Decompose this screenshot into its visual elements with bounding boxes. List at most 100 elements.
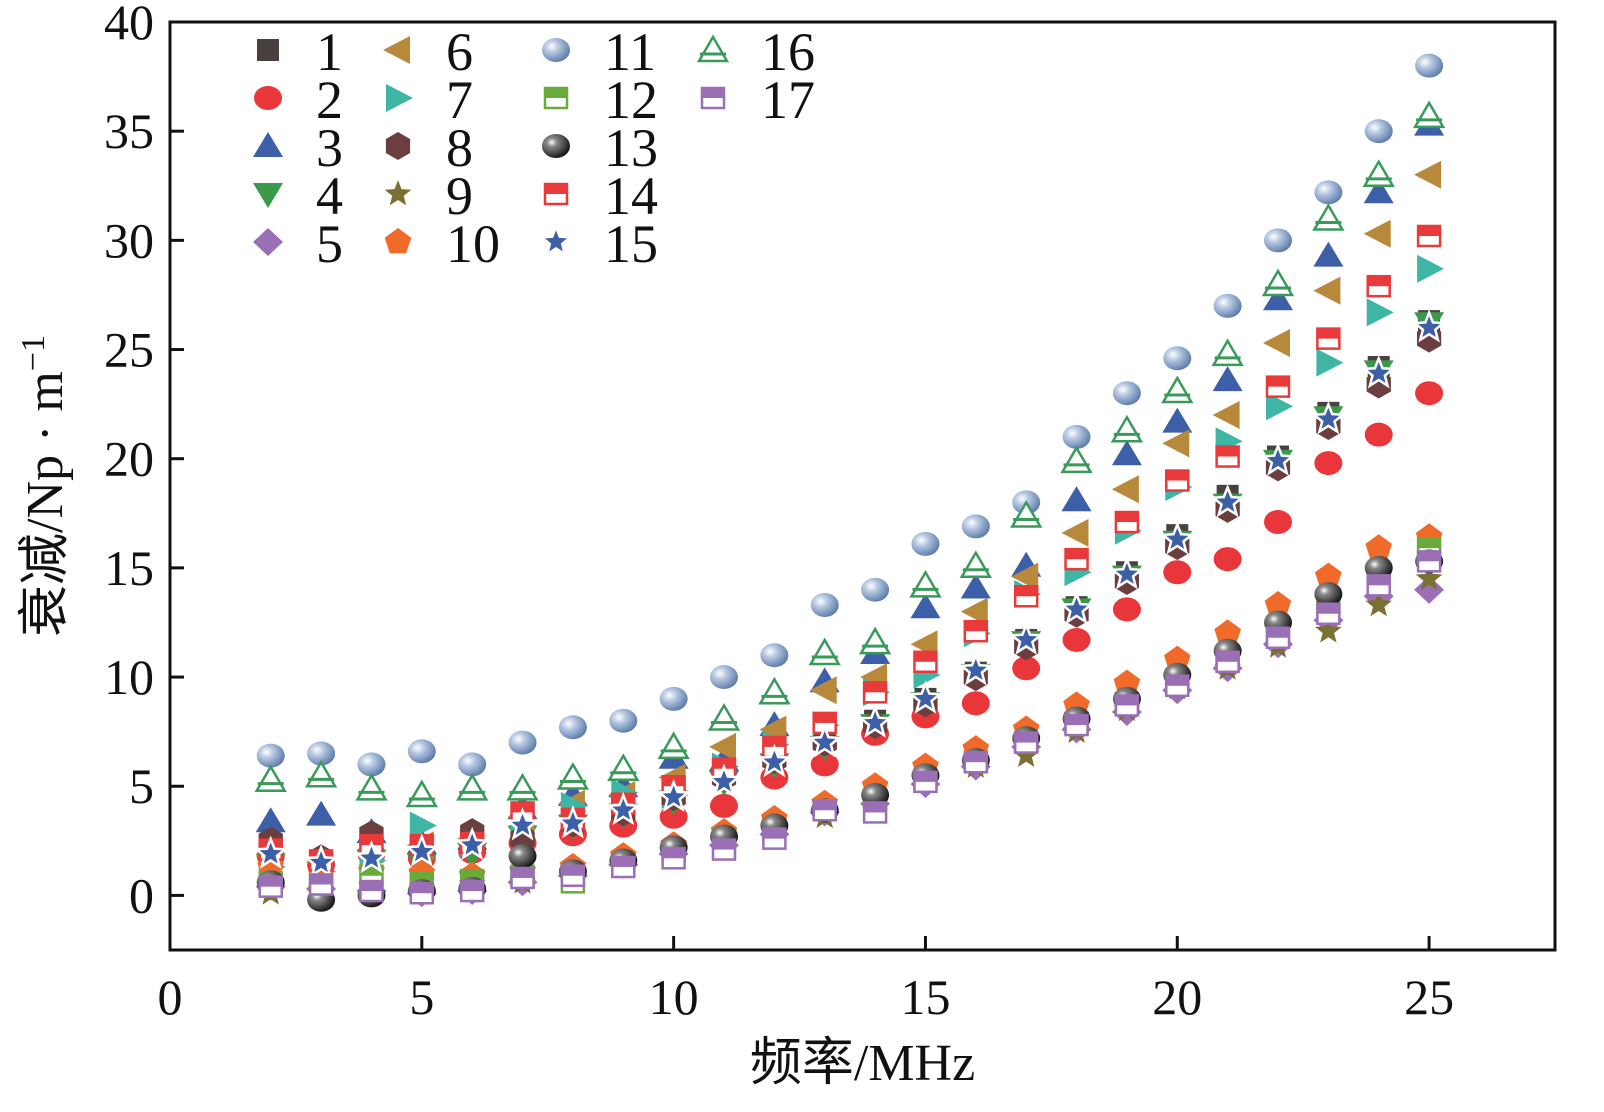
data-point (1013, 731, 1039, 754)
data-point (1162, 407, 1193, 433)
data-point (458, 752, 487, 777)
series-11 (256, 53, 1444, 777)
data-point (1313, 241, 1344, 267)
legend-item: 2 (254, 70, 343, 130)
data-point (1314, 582, 1343, 607)
data-point (862, 681, 888, 704)
data-point (910, 593, 941, 619)
data-point (1215, 650, 1240, 674)
data-point (1212, 401, 1240, 429)
legend-label: 15 (604, 214, 658, 274)
data-point (911, 531, 940, 556)
legend-item: 10 (384, 214, 500, 274)
data-point (861, 577, 890, 602)
legend-marker (384, 228, 412, 254)
data-point (510, 866, 535, 890)
data-point (353, 839, 389, 874)
legend-marker (383, 36, 410, 64)
data-point (1159, 521, 1195, 555)
data-point (1212, 366, 1243, 392)
legend-marker (384, 180, 412, 206)
data-point (1010, 500, 1043, 528)
data-point (659, 804, 688, 829)
y-tick-label: 15 (104, 540, 154, 596)
data-point (1363, 178, 1394, 204)
data-point (909, 569, 942, 598)
data-point (1365, 591, 1392, 617)
data-point (1213, 547, 1242, 572)
data-point (307, 741, 336, 766)
data-point (1059, 591, 1095, 625)
series-15 (253, 309, 1447, 878)
data-point (1165, 469, 1190, 492)
legend-label: 17 (761, 70, 815, 130)
data-point (1263, 285, 1293, 311)
data-point (1060, 445, 1093, 474)
legend-label: 4 (316, 166, 343, 226)
data-point (1265, 375, 1291, 398)
legend-item: 17 (700, 70, 815, 130)
data-point (605, 791, 641, 826)
data-point (1416, 224, 1442, 248)
legend-item: 12 (543, 70, 658, 130)
data-point (807, 724, 843, 758)
data-point (1061, 486, 1092, 512)
x-tick-label: 25 (1404, 969, 1454, 1025)
data-point (1114, 694, 1140, 717)
legend-marker (253, 132, 283, 157)
data-point (706, 763, 742, 797)
data-point (1064, 547, 1089, 571)
data-point (963, 619, 989, 643)
data-point (1264, 591, 1292, 617)
series-8 (258, 324, 1442, 873)
data-point (409, 811, 437, 840)
data-point (810, 752, 839, 777)
data-point (1215, 445, 1240, 468)
data-point (1417, 254, 1445, 283)
data-point (303, 844, 339, 878)
data-point (1364, 555, 1393, 580)
data-point (913, 770, 938, 794)
data-point (710, 665, 738, 690)
x-tick-label: 15 (900, 969, 950, 1025)
data-point (1313, 276, 1341, 305)
legend-item: 16 (696, 22, 815, 82)
data-point (1364, 422, 1393, 447)
data-point (1412, 100, 1446, 129)
data-point (960, 597, 988, 626)
data-point (812, 799, 837, 822)
data-point (959, 550, 992, 578)
y-tick-label: 5 (129, 758, 154, 814)
data-point (256, 743, 285, 768)
data-point (1364, 119, 1393, 144)
data-point (711, 838, 737, 861)
data-point (1260, 442, 1296, 476)
legend-label: 1 (316, 22, 343, 82)
legend-marker (543, 182, 569, 206)
data-point (858, 626, 892, 655)
data-point (1165, 674, 1190, 698)
data-point (1112, 597, 1141, 622)
data-point (1312, 203, 1345, 231)
y-tick-label: 0 (129, 867, 154, 923)
legend-marker (385, 132, 411, 160)
data-point (258, 875, 283, 898)
data-point (508, 844, 537, 869)
data-point (656, 778, 692, 813)
data-point (1414, 160, 1442, 189)
data-point (1316, 327, 1341, 350)
data-point (1415, 564, 1443, 591)
data-point (862, 801, 888, 824)
data-point (1163, 346, 1192, 371)
data-point (958, 652, 994, 686)
data-point (404, 833, 440, 867)
data-point (1012, 741, 1040, 767)
data-point (1061, 518, 1089, 547)
legend-item: 3 (253, 118, 343, 178)
legend-label: 16 (761, 22, 815, 82)
data-point (861, 782, 890, 807)
data-point (1366, 298, 1394, 327)
data-point (709, 732, 736, 761)
